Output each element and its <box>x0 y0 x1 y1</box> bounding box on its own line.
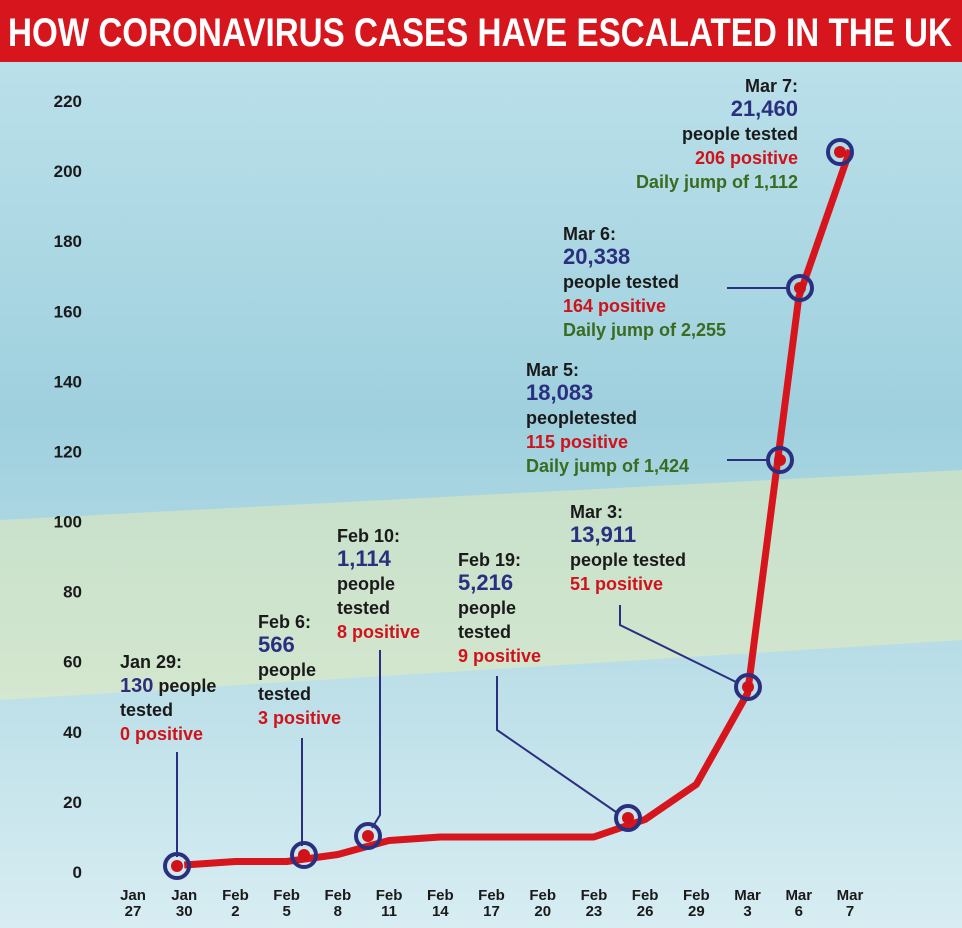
point-dot <box>834 146 846 158</box>
annotation-positive: 9 positive <box>458 646 541 666</box>
y-tick-label: 0 <box>73 863 82 882</box>
annotation-date: Mar 7: <box>745 76 798 96</box>
annotation-date: Feb 19: <box>458 550 521 570</box>
annotation-tested: 5,216 <box>458 570 513 595</box>
annotation-positive: 164 positive <box>563 296 666 316</box>
annotation-tested: 21,460 <box>731 96 798 121</box>
annotation: Mar 6:20,338 people tested 164 positive Dai… <box>563 224 814 340</box>
y-tick-label: 40 <box>63 723 82 742</box>
title-bar <box>0 0 962 62</box>
annotation-tested: 130 people <box>120 675 216 697</box>
x-tick-label: Feb 11 <box>376 887 403 920</box>
leader-line <box>371 650 381 829</box>
x-tick-label: Feb 26 <box>632 887 659 920</box>
y-tick-label: 160 <box>54 302 82 321</box>
point-dot <box>742 681 754 693</box>
annotation-positive: 115 positive <box>526 432 628 452</box>
annotation-label: peopletested <box>526 408 637 428</box>
point-dot <box>171 860 183 872</box>
annotation-jump: Daily jump of 1,112 <box>636 172 798 192</box>
annotation-tested: 18,083 <box>526 380 593 405</box>
y-tick-label: 100 <box>54 513 82 532</box>
point-ring <box>290 841 318 869</box>
point-ring <box>826 138 854 166</box>
annotation-positive: 51 positive <box>570 574 663 594</box>
leader-line <box>619 605 737 683</box>
annotation-date: Feb 6: <box>258 612 311 632</box>
annotation-date: Feb 10: <box>337 526 400 546</box>
y-tick-label: 180 <box>54 232 82 251</box>
point-ring <box>766 446 794 474</box>
annotation: Feb 10:1,114 people tested 8 positive <box>337 526 420 850</box>
point-dot <box>362 830 374 842</box>
annotation-date: Mar 6: <box>563 224 616 244</box>
point-ring <box>163 852 191 880</box>
annotation-tested: 20,338 <box>563 244 630 269</box>
point-dot <box>622 812 634 824</box>
point-ring <box>734 673 762 701</box>
y-tick-label: 220 <box>54 92 82 111</box>
leader-line <box>496 676 617 813</box>
y-tick-label: 120 <box>54 442 82 461</box>
point-ring <box>614 804 642 832</box>
annotation: Feb 19:5,216 people tested 9 positive <box>458 550 642 832</box>
x-tick-label: Feb 2 <box>222 887 249 920</box>
annotation-jump: Daily jump of 2,255 <box>563 320 726 340</box>
chart-title: HOW CORONAVIRUS CASES HAVE ESCALATED IN … <box>8 11 952 55</box>
point-dot <box>298 849 310 861</box>
annotation-tested: 13,911 <box>570 522 636 547</box>
annotation-positive: 0 positive <box>120 724 203 744</box>
annotation-date: Mar 5: <box>526 360 579 380</box>
annotation-label: people tested <box>563 272 679 292</box>
annotation: Mar 5:18,083 peopletested 115 positive Dail… <box>526 360 794 476</box>
x-tick-label: Feb 5 <box>273 887 300 920</box>
background-band <box>0 470 962 700</box>
y-tick-label: 60 <box>63 653 82 672</box>
x-tick-label: Jan 27 <box>120 887 146 920</box>
annotation-positive: 3 positive <box>258 708 341 728</box>
point-dot <box>774 454 786 466</box>
annotation-date: Mar 3: <box>570 502 623 522</box>
annotation-date: Jan 29: <box>120 652 182 672</box>
point-ring <box>786 274 814 302</box>
annotation-label: people tested <box>570 550 686 570</box>
annotation-tested: 566 <box>258 632 295 657</box>
annotation-label: people tested <box>682 124 798 144</box>
y-tick-label: 140 <box>54 372 82 391</box>
annotation-positive: 8 positive <box>337 622 420 642</box>
y-tick-label: 20 <box>63 793 82 812</box>
x-tick-label: Mar 7 <box>837 887 864 920</box>
annotation: Mar 7:21,460 people tested 206 positive Dai… <box>636 76 854 192</box>
x-tick-label: Mar 6 <box>785 887 812 920</box>
point-dot <box>794 282 806 294</box>
x-tick-label: Jan 30 <box>171 887 197 920</box>
x-tick-label: Feb 29 <box>683 887 710 920</box>
annotation: Feb 6:566 people tested 3 positive <box>258 612 341 869</box>
annotation: Jan 29: 130 people tested 0 positive <box>120 652 216 880</box>
x-tick-label: Feb 23 <box>581 887 608 920</box>
point-ring <box>354 822 382 850</box>
annotation-jump: Daily jump of 1,424 <box>526 456 689 476</box>
x-tick-label: Mar 3 <box>734 887 761 920</box>
annotation-positive: 206 positive <box>695 148 798 168</box>
annotation: Mar 3:13,911 people tested 51 positive <box>570 502 762 701</box>
annotation-label: tested <box>120 700 173 720</box>
x-tick-label: Feb 17 <box>478 887 505 920</box>
x-tick-label: Feb 8 <box>325 887 352 920</box>
x-tick-label: Feb 20 <box>529 887 556 920</box>
y-tick-label: 80 <box>63 583 82 602</box>
annotation-tested: 1,114 <box>337 546 392 571</box>
y-tick-label: 200 <box>54 162 82 181</box>
x-tick-label: Feb 14 <box>427 887 454 920</box>
